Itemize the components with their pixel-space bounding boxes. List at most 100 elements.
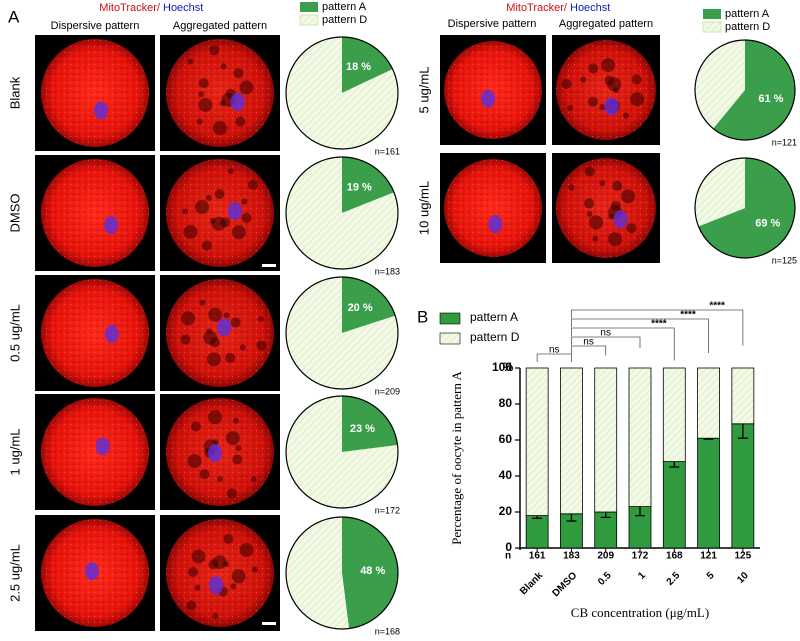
stain-label: MitoTracker/	[506, 2, 568, 14]
sample-size: n=125	[772, 255, 797, 265]
oocyte-texture	[556, 158, 656, 258]
bar-segment	[662, 461, 686, 549]
column-header: Aggregated pattern	[173, 20, 267, 32]
dark-patch	[212, 612, 219, 619]
dark-patch	[183, 224, 198, 239]
dark-patch	[208, 559, 219, 570]
legend-label: pattern D	[725, 21, 770, 33]
stain-label: MitoTracker/	[99, 2, 161, 14]
dark-patch	[580, 76, 587, 83]
significance-label: ****	[651, 319, 667, 330]
n-value: 209	[597, 551, 614, 562]
n-value: 168	[666, 551, 683, 562]
chromatin	[230, 92, 245, 111]
dark-patch	[586, 211, 593, 218]
legend-swatch	[703, 9, 721, 19]
oocyte-texture	[166, 519, 274, 627]
chromatin	[217, 318, 232, 337]
legend-swatch	[439, 312, 461, 325]
dark-patch	[231, 569, 246, 584]
oocyte-texture	[41, 159, 149, 267]
row-label: 0.5 ug/mL	[7, 304, 22, 362]
chromatin	[481, 89, 496, 108]
chromatin	[84, 562, 99, 581]
oocyte-texture	[41, 398, 149, 506]
dark-patch	[241, 212, 252, 223]
pie-outline	[285, 395, 399, 509]
pie-slice	[342, 157, 395, 213]
dark-patch	[588, 96, 599, 107]
slice-label: 69 %	[755, 217, 780, 229]
legend-swatch	[299, 14, 319, 26]
dark-patch	[227, 168, 234, 175]
slice-label: 23 %	[350, 423, 375, 435]
dark-patch	[584, 166, 595, 177]
legend-label: pattern A	[322, 1, 367, 13]
bar-segment	[628, 367, 652, 508]
pie-outline	[285, 276, 399, 390]
dark-patch	[208, 307, 223, 322]
chromatin	[604, 97, 619, 116]
column-header: Dispersive pattern	[51, 20, 140, 32]
sample-size: n=121	[772, 137, 797, 147]
chromatin	[613, 210, 628, 229]
legend-label: pattern A	[725, 8, 770, 20]
dark-patch	[231, 225, 246, 240]
pie-slice	[713, 40, 796, 140]
row-label: 2.5 ug/mL	[7, 544, 22, 602]
x-axis-label: CB concentration (μg/mL)	[571, 605, 709, 620]
significance-bracket	[571, 318, 709, 353]
bar-segment	[560, 367, 583, 515]
dark-patch	[239, 543, 254, 558]
dark-patch	[567, 104, 574, 111]
bar-segment	[525, 367, 549, 517]
dark-patch	[191, 549, 206, 564]
row-label: Blank	[7, 76, 22, 109]
chromatin	[227, 202, 242, 221]
chromatin	[209, 576, 224, 595]
column-header: Aggregated pattern	[559, 18, 653, 30]
panel-label: A	[8, 7, 20, 26]
slice-label: 20 %	[348, 302, 373, 314]
y-unit: %	[503, 360, 514, 374]
pie-outline	[694, 39, 796, 141]
slice-label: 61 %	[758, 93, 783, 105]
dark-patch	[256, 340, 267, 351]
significance-bracket	[571, 327, 675, 361]
dark-patch	[584, 198, 595, 209]
dark-patch	[241, 198, 248, 205]
sample-size: n=209	[375, 386, 400, 396]
panel-label: B	[417, 307, 428, 326]
dark-patch	[217, 475, 224, 482]
dark-patch	[199, 299, 206, 306]
scale-bar	[668, 264, 682, 267]
dark-patch	[223, 312, 230, 319]
bar-segment	[731, 423, 755, 549]
scale-bar	[262, 622, 276, 625]
dark-patch	[235, 116, 246, 127]
dark-patch	[196, 118, 203, 125]
dark-patch	[220, 63, 227, 70]
sample-size: n=168	[375, 626, 400, 636]
dark-patch	[568, 184, 575, 191]
dark-patch	[194, 584, 201, 591]
dark-patch	[630, 92, 645, 107]
dark-patch	[239, 344, 246, 351]
scale-bar	[262, 264, 276, 267]
dark-patch	[257, 316, 264, 323]
dark-patch	[251, 566, 258, 573]
dark-patch	[206, 352, 221, 367]
dark-patch	[601, 58, 616, 73]
pie-slice	[286, 277, 398, 389]
dark-patch	[199, 469, 210, 480]
dark-patch	[589, 215, 604, 230]
dark-patch	[187, 454, 202, 469]
n-label: n	[505, 551, 511, 562]
y-tick-label: 60	[499, 432, 513, 446]
dark-patch	[188, 566, 199, 577]
n-value: 125	[735, 551, 752, 562]
dark-patch	[592, 235, 599, 242]
bar-segment	[731, 367, 755, 425]
legend-label: pattern D	[470, 330, 520, 344]
